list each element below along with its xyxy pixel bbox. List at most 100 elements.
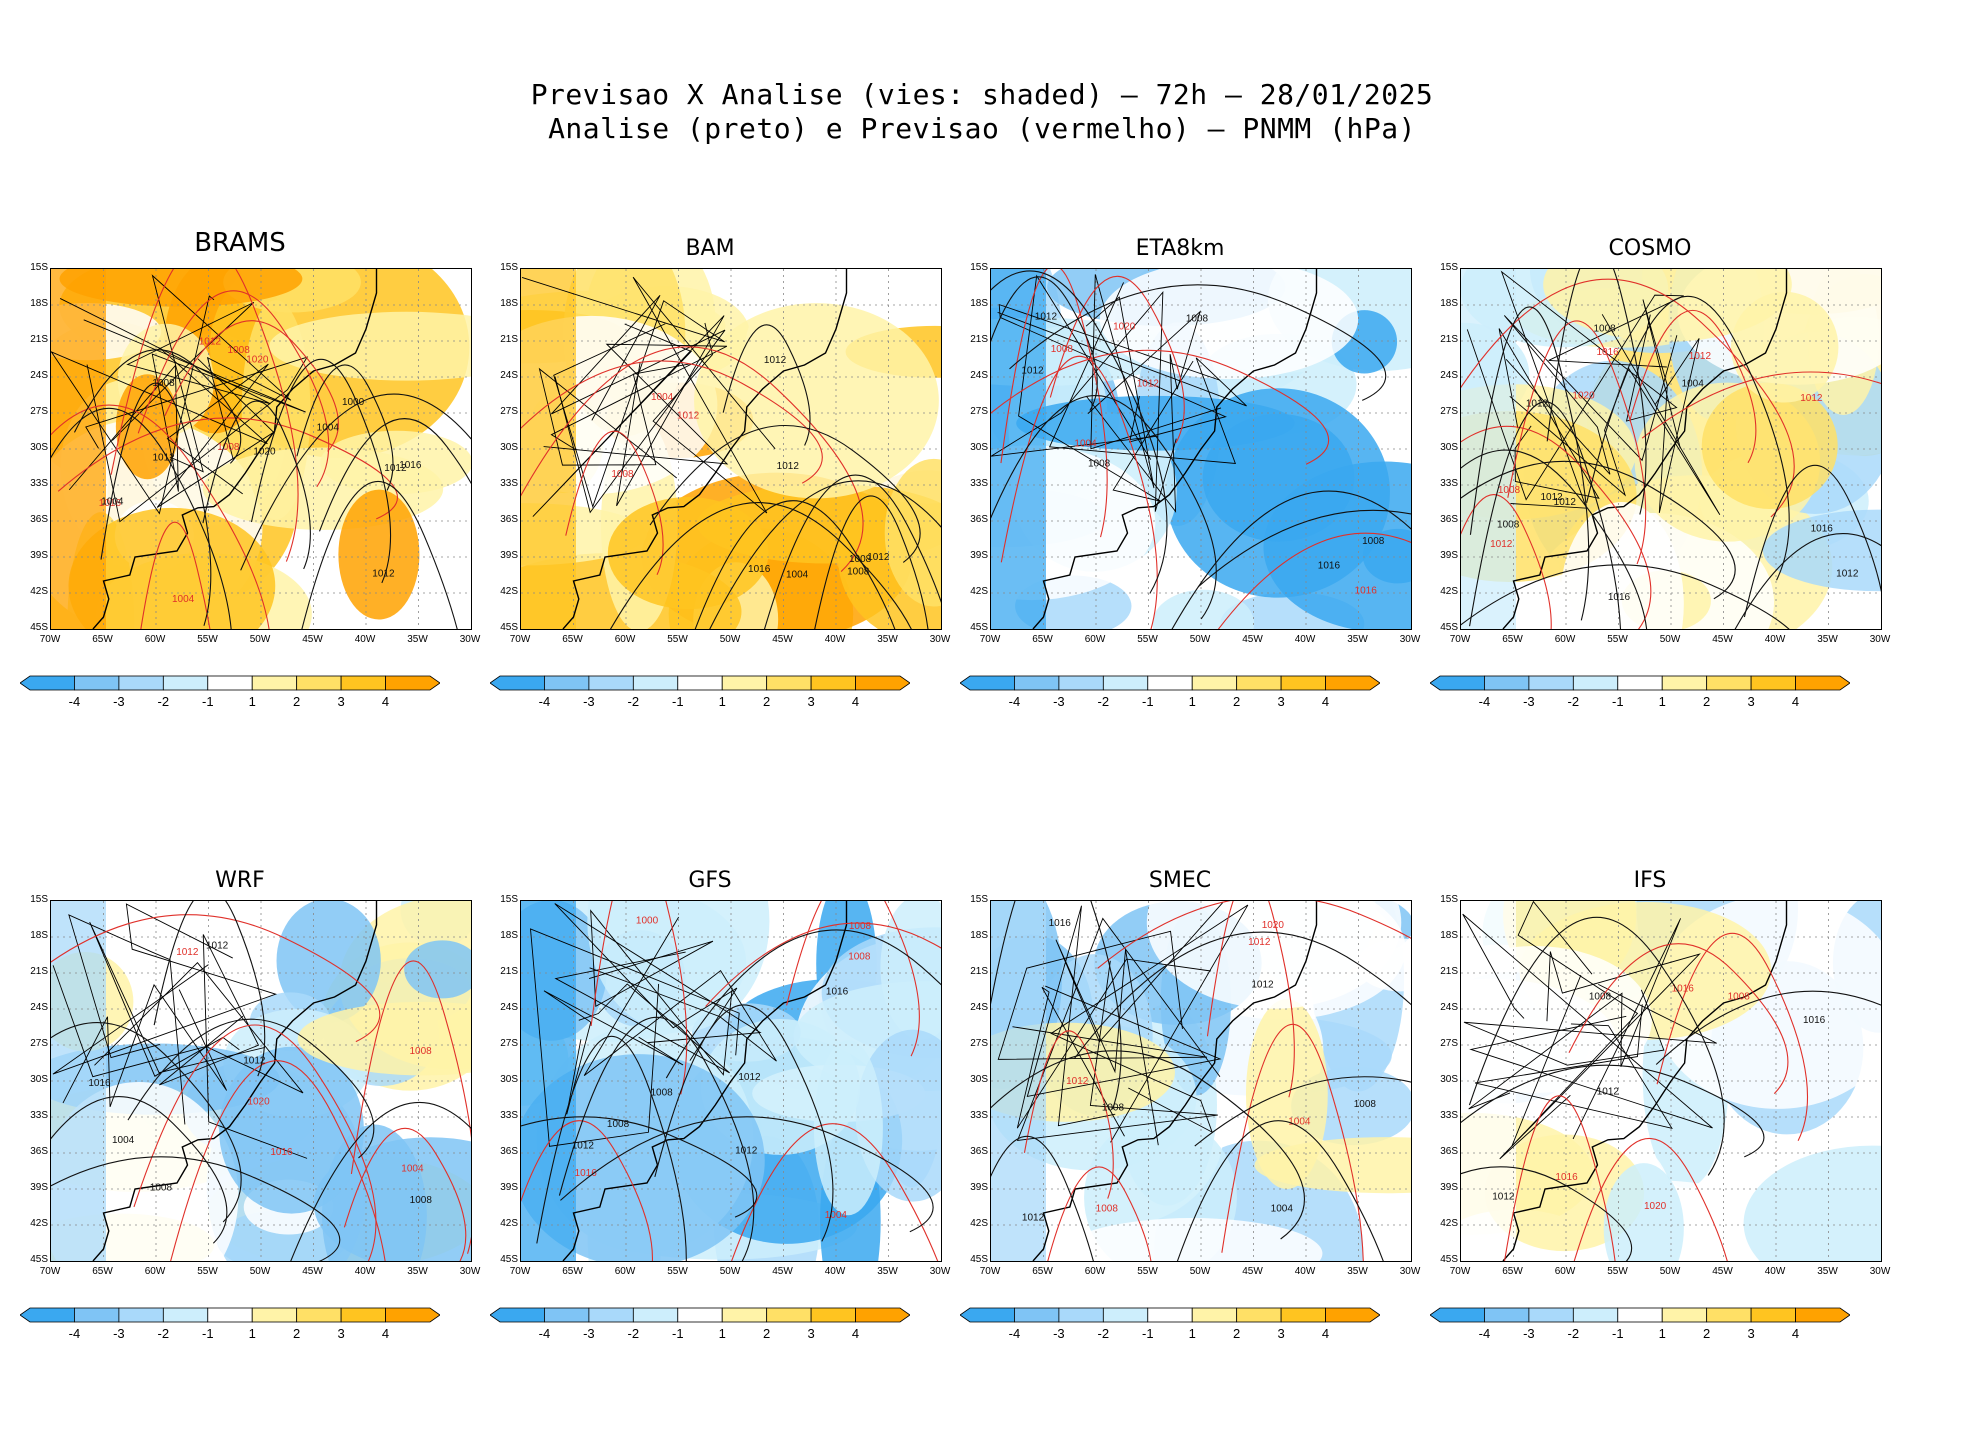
analysis-isobar <box>665 929 941 1079</box>
colorbar-swatch <box>1572 1307 1619 1323</box>
lon-tick-label: 30W <box>459 634 481 645</box>
colorbar-swatch <box>1617 1307 1663 1323</box>
analysis-isobar <box>296 364 394 491</box>
analysis-isobar-label: 1004 <box>101 497 124 508</box>
analysis-isobar <box>521 1116 758 1218</box>
analysis-isobar <box>991 395 1217 620</box>
forecast-isobar-label: 1012 <box>677 410 700 421</box>
analysis-isobar <box>127 1018 375 1159</box>
analysis-isobar <box>991 1135 1094 1261</box>
colorbar-label: 2 <box>1703 1326 1711 1341</box>
lat-tick-label: 21S <box>1440 966 1458 977</box>
colorbar-label: -3 <box>583 694 595 709</box>
colorbar-label: 3 <box>1277 1326 1285 1341</box>
lat-tick-label: 45S <box>500 622 518 633</box>
lat-tick-label: 18S <box>500 298 518 309</box>
colorbar-label: -3 <box>1523 1326 1535 1341</box>
lon-tick-label: 35W <box>1817 634 1838 645</box>
lat-tick-label: 30S <box>30 1074 48 1085</box>
lon-tick-label: 65W <box>92 634 113 645</box>
analysis-isobar-label: 1008 <box>152 378 175 389</box>
lat-tick-label: 30S <box>500 1074 518 1085</box>
title-line-2: Analise (preto) e Previsao (vermelho) — … <box>548 112 1416 145</box>
analysis-isobar <box>1655 990 1881 1065</box>
colorbar-label: 2 <box>763 694 771 709</box>
lat-tick-label: 15S <box>500 894 518 905</box>
analysis-isobar-label: 1004 <box>786 570 809 581</box>
border-line <box>1498 328 1600 499</box>
lat-tick-label: 39S <box>30 550 48 561</box>
colorbar-swatch <box>251 1307 298 1323</box>
border-line <box>521 276 725 509</box>
border-line <box>59 298 271 441</box>
lon-tick-label: 50W <box>1659 634 1681 645</box>
colorbar-label: 4 <box>381 1326 390 1341</box>
colorbar-swatch <box>1528 1307 1574 1323</box>
panel-title: WRF <box>215 868 265 893</box>
colorbar-label: 1 <box>1658 694 1666 709</box>
colorbar-label: -2 <box>627 1326 640 1341</box>
colorbar-label: 1 <box>1658 1326 1666 1341</box>
analysis-isobar-label: 1008 <box>1589 991 1612 1002</box>
lat-tick-label: 30S <box>970 442 988 453</box>
analysis-isobar <box>1461 564 1790 629</box>
colorbar-swatch <box>1236 675 1282 691</box>
colorbar-label: -2 <box>1097 694 1110 709</box>
lon-tick-label: 55W <box>1607 634 1628 645</box>
colorbar-swatch <box>19 1307 75 1323</box>
border-line <box>85 356 309 523</box>
lat-tick-label: 39S <box>30 1182 48 1193</box>
bias-shade <box>1362 528 1411 584</box>
lat-tick-label: 27S <box>30 1038 48 1049</box>
colorbar-label: 3 <box>1277 694 1285 709</box>
forecast-isobar <box>786 901 920 1057</box>
lat-tick-label: 42S <box>30 586 48 597</box>
analysis-isobar-label: 1016 <box>1049 918 1072 929</box>
map-smec: 1012 1004 1008 1012 1020 1012 1004 1008 1008 1012… <box>990 900 1412 1262</box>
lat-tick-label: 18S <box>970 930 988 941</box>
colorbar-swatch <box>810 1307 856 1323</box>
analysis-isobar <box>1194 1076 1411 1147</box>
bias-shade <box>297 1001 471 1076</box>
colorbar-swatch <box>1795 675 1851 691</box>
forecast-isobar <box>1507 320 1647 565</box>
border-line <box>1499 901 1639 1160</box>
analysis-isobar <box>202 400 311 570</box>
colorbar-swatch <box>385 1307 441 1323</box>
colorbar-label: -1 <box>671 1326 684 1341</box>
colorbar-label: 4 <box>1791 694 1800 709</box>
lon-tick-label: 50W <box>1189 1266 1211 1277</box>
colorbar-swatch <box>1236 1307 1282 1323</box>
analysis-isobar <box>1197 509 1411 588</box>
border-line <box>588 909 733 1076</box>
colorbar-swatch <box>1528 675 1574 691</box>
bias-shade <box>521 1054 765 1261</box>
lon-tick-label: 60W <box>1554 1266 1576 1277</box>
lon-tick-label: 70W <box>1449 634 1471 645</box>
lat-tick-label: 36S <box>500 1146 518 1157</box>
forecast-isobar-label: 1016 <box>1355 586 1378 597</box>
forecast-isobar-label: 1020 <box>1572 390 1595 401</box>
border-line <box>1018 274 1194 502</box>
bias-shade <box>694 303 939 499</box>
colorbar-swatch <box>721 675 768 691</box>
lat-tick-label: 24S <box>500 1002 518 1013</box>
lat-tick-label: 24S <box>1440 1002 1458 1013</box>
colorbar-swatch <box>1280 1307 1326 1323</box>
analysis-isobar <box>991 1050 1305 1240</box>
panel-cosmo: COSMO 15S 18S 21S 24S 27S 30S 33S 36S 39S 42S 45S 70… <box>1420 236 1890 742</box>
lat-tick-label: 27S <box>1440 1038 1458 1049</box>
forecast-isobar <box>51 914 381 1043</box>
map-canvas: 1004 1008 1012 1016 1020 1008 1012 1004 1008 1016… <box>51 901 471 1261</box>
colorbar: -4 -3 -2 -1 1 2 3 4 <box>19 1306 441 1346</box>
colorbar-swatch <box>1325 1307 1381 1323</box>
analysis-isobar-label: 1012 <box>1492 1192 1515 1203</box>
colorbar: -4 -3 -2 -1 1 2 3 4 <box>959 1306 1381 1346</box>
colorbar-swatch <box>1706 675 1752 691</box>
lat-tick-label: 18S <box>30 930 48 941</box>
analysis-isobar-label: 1008 <box>651 1087 674 1098</box>
border-line <box>68 319 306 492</box>
border-line <box>1055 902 1224 1146</box>
lon-tick-label: 50W <box>249 634 271 645</box>
